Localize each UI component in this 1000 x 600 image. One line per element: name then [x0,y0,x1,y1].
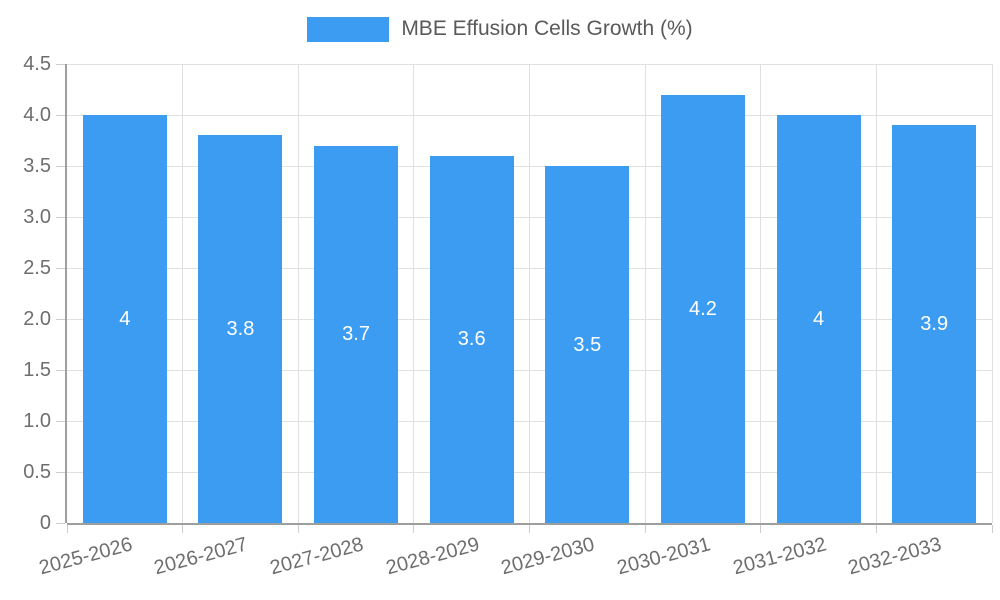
bar-2028-2029[interactable] [429,155,514,523]
bar-value-label: 4.2 [689,297,717,320]
bar-2031-2032[interactable] [776,115,861,523]
gridline-vertical [875,64,877,523]
gridline-vertical [413,64,415,523]
bar-2030-2031[interactable] [660,94,745,523]
y-tick-label: 3.0 [23,206,51,228]
gridline-vertical [297,64,299,523]
y-tick-label: 0 [39,512,51,534]
x-axis-line [67,523,992,525]
y-tick-mark [56,318,65,320]
y-tick-mark [56,267,65,269]
y-tick-mark [56,216,65,218]
bar-2032-2033[interactable] [892,125,977,523]
bar-value-label: 3.6 [457,328,486,351]
bar-value-label: 4 [119,308,131,330]
gridline-vertical [529,64,530,523]
x-tick-mark [182,525,184,533]
legend-swatch[interactable] [307,16,390,42]
bar-value-label: 3.9 [920,313,949,336]
x-tick-mark [760,525,762,533]
bar-value-label: 3.8 [226,318,255,341]
y-tick-label: 3.5 [23,155,51,177]
gridline-vertical [760,64,762,523]
x-tick-mark [875,525,877,533]
y-tick-label: 4.0 [23,104,51,126]
legend-label[interactable]: MBE Effusion Cells Growth (%) [401,17,693,40]
y-tick-mark [56,63,65,65]
x-tick-mark [644,525,646,533]
y-tick-mark [56,114,65,116]
x-tick-mark [413,525,415,533]
bar-2027-2028[interactable] [314,145,399,523]
y-tick-mark [56,471,65,473]
y-tick-mark [56,165,65,167]
bar-2029-2030[interactable] [545,166,630,523]
y-tick-label: 1.0 [23,410,51,432]
bar-value-label: 3.7 [342,323,370,346]
y-tick-label: 2.0 [23,308,51,330]
x-tick-mark [66,525,68,533]
bar-value-label: 3.5 [573,333,602,356]
y-tick-mark [56,369,65,371]
y-tick-label: 2.5 [23,257,51,279]
gridline-vertical [991,64,993,523]
bar-2025-2026[interactable] [82,115,167,523]
x-tick-mark [991,525,993,533]
legend: MBE Effusion Cells Growth (%) [0,13,1000,45]
y-tick-mark [56,420,65,422]
y-tick-label: 1.5 [23,359,51,381]
gridline-vertical [644,64,646,523]
gridline-vertical [182,64,184,523]
y-axis-line [65,64,67,523]
y-tick-mark [56,522,65,524]
bar-value-label: 4 [813,308,825,330]
x-tick-mark [529,525,530,533]
y-tick-label: 4.5 [23,53,51,75]
y-tick-label: 0.5 [23,461,51,483]
x-tick-mark [297,525,299,533]
bar-2026-2027[interactable] [198,135,283,523]
